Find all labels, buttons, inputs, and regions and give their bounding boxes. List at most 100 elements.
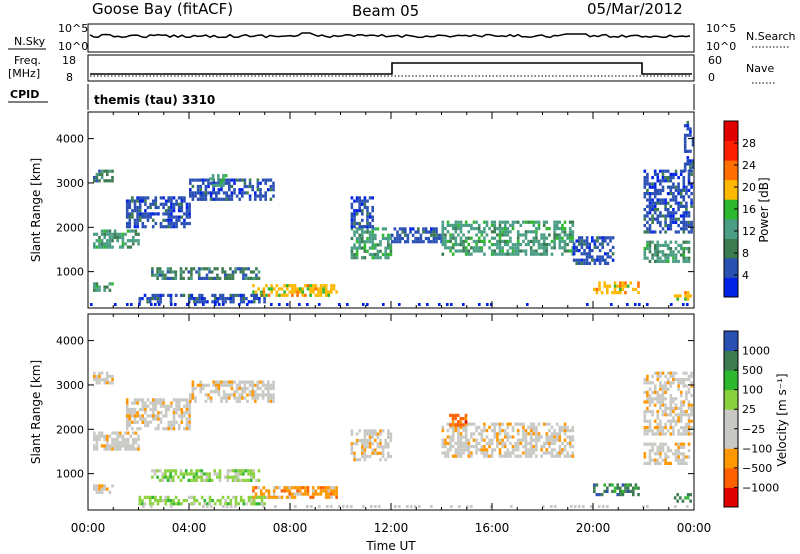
heatmap-cell	[659, 432, 662, 436]
heatmap-cell	[646, 378, 649, 382]
heatmap-cell	[646, 394, 649, 398]
heatmap-cell	[464, 413, 468, 417]
heatmap-cell	[350, 212, 354, 216]
heatmap-cell	[188, 404, 191, 408]
heatmap-cell	[540, 233, 543, 237]
heatmap-cell	[332, 489, 336, 493]
heatmap-cell	[272, 184, 275, 189]
heatmap-cell	[677, 250, 680, 254]
heatmap-cell	[585, 252, 589, 256]
heatmap-cell	[685, 192, 688, 196]
heatmap-cell	[275, 495, 279, 499]
heatmap-cell	[643, 461, 647, 465]
heatmap-cell	[563, 227, 567, 231]
heatmap-cell	[267, 188, 270, 192]
heatmap-cell	[296, 492, 299, 496]
heatmap-cell	[444, 445, 447, 449]
heatmap-cell	[571, 233, 575, 237]
heatmap-cell	[157, 427, 160, 431]
heatmap-cell	[235, 396, 239, 400]
heatmap-cell	[111, 441, 114, 445]
heatmap-cell	[529, 429, 533, 433]
heatmap-cell	[208, 270, 211, 274]
heatmap-cell	[596, 236, 599, 240]
heatmap-cell	[188, 215, 191, 219]
heatmap-cell	[685, 371, 688, 375]
heatmap-cell	[659, 384, 662, 388]
heatmap-cell	[664, 381, 667, 385]
heatmap-cell	[669, 176, 673, 180]
heatmap-cell	[106, 374, 109, 378]
heatmap-cell	[643, 214, 647, 218]
heatmap-cell	[441, 425, 445, 429]
heatmap-cell	[192, 267, 196, 271]
heatmap-cell	[263, 502, 266, 506]
heatmap-cell	[179, 276, 183, 280]
heatmap-cell	[368, 435, 372, 439]
heatmap-cell	[535, 441, 538, 445]
heatmap-cell	[659, 400, 662, 404]
heatmap-cell	[467, 422, 471, 426]
heatmap-cell	[685, 201, 688, 205]
heatmap-cell	[93, 487, 96, 491]
heatmap-cell	[470, 445, 473, 449]
heatmap-cell	[583, 261, 586, 265]
heatmap-cell	[653, 195, 657, 199]
heatmap-cell	[169, 276, 172, 280]
heatmap-cell	[247, 469, 250, 473]
heatmap-cell	[601, 258, 604, 262]
heatmap-cell	[180, 420, 184, 424]
heatmap-cell	[242, 267, 245, 271]
heatmap-cell	[124, 232, 127, 236]
heatmap-cell	[239, 270, 243, 274]
heatmap-cell	[656, 172, 660, 176]
heatmap-cell	[174, 303, 177, 306]
heatmap-cell	[269, 383, 273, 387]
heatmap-cell	[514, 220, 517, 224]
heatmap-cell	[685, 204, 688, 208]
heatmap-cell	[156, 273, 159, 277]
heatmap-cell	[555, 435, 559, 439]
heatmap-cell	[578, 236, 581, 240]
heatmap-cell	[264, 393, 267, 397]
heatmap-cell	[371, 227, 374, 231]
heatmap-cell	[603, 284, 606, 288]
heatmap-cell	[229, 502, 233, 506]
heatmap-cell	[179, 273, 183, 277]
heatmap-cell	[653, 182, 657, 186]
heatmap-cell	[108, 444, 112, 448]
heatmap-cell	[653, 397, 657, 401]
heatmap-cell	[164, 404, 168, 408]
heatmap-cell	[131, 411, 134, 415]
heatmap-cell	[535, 233, 538, 237]
heatmap-cell	[524, 236, 528, 240]
heatmap-cell	[319, 287, 323, 291]
heatmap-cell	[125, 420, 129, 424]
heatmap-cell	[309, 287, 312, 291]
heatmap-cell	[180, 215, 184, 219]
heatmap-cell	[324, 293, 328, 297]
heatmap-cell	[191, 197, 195, 201]
heatmap-cell	[164, 273, 167, 277]
heatmap-cell	[144, 411, 147, 415]
heatmap-cell	[646, 211, 649, 215]
heatmap-cell	[361, 227, 364, 231]
heatmap-cell	[664, 253, 667, 257]
heatmap-cell	[575, 239, 578, 243]
heatmap-cell	[679, 253, 683, 257]
heatmap-cell	[483, 438, 486, 442]
heatmap-cell	[480, 451, 484, 455]
heatmap-cell	[379, 240, 382, 244]
heatmap-cell	[371, 205, 374, 210]
heatmap-cell	[108, 179, 112, 183]
heatmap-cell	[254, 390, 257, 394]
heatmap-cell	[187, 270, 191, 274]
heatmap-cell	[648, 208, 652, 212]
heatmap-cell	[632, 493, 635, 497]
heatmap-cell	[483, 425, 486, 429]
heatmap-cell	[131, 209, 134, 213]
heatmap-cell	[157, 205, 160, 210]
heatmap-cell	[542, 249, 546, 253]
heatmap-cell	[242, 293, 246, 297]
heatmap-cell	[311, 495, 315, 499]
